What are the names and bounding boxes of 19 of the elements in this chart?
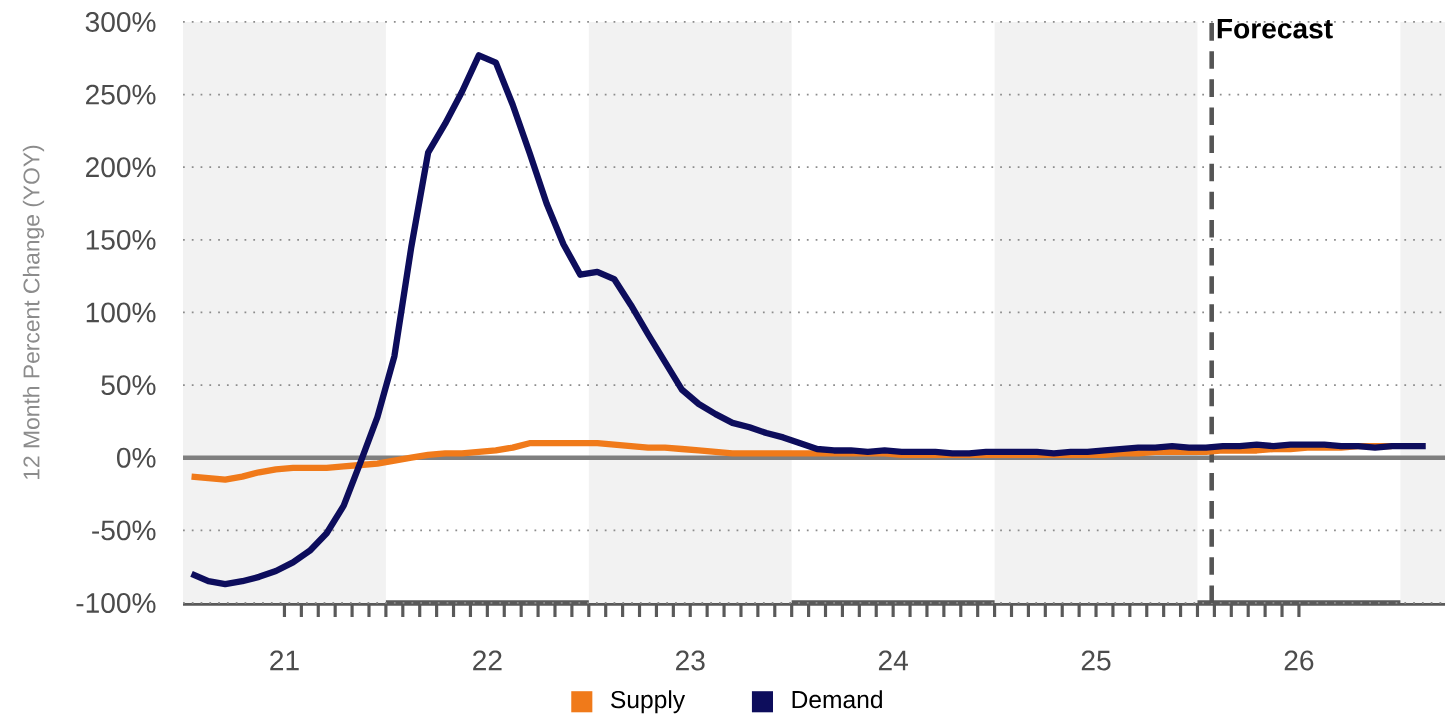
ref-line-label: Forecast xyxy=(1217,18,1333,39)
x-tick-label: 26 xyxy=(1284,650,1314,671)
legend-label: Supply xyxy=(611,690,686,714)
y-tick-label: 0% xyxy=(116,447,156,468)
x-tick-label: 21 xyxy=(270,650,299,671)
y-tick-label: 300% xyxy=(85,12,156,32)
x-tick-label: 24 xyxy=(878,650,908,671)
x-tick-label: 25 xyxy=(1081,650,1111,671)
y-tick-label: 50% xyxy=(101,375,156,396)
x-tick-label: 22 xyxy=(473,650,502,671)
legend-label: Demand xyxy=(792,690,882,709)
y-tick-label: 200% xyxy=(86,157,156,178)
y-tick-label: 250% xyxy=(86,84,156,105)
y-axis-title: 12 Month Percent Change (YOY) xyxy=(22,145,45,479)
y-tick-label: -100% xyxy=(76,593,156,613)
y-tick-label: 100% xyxy=(86,302,156,323)
y-tick-label: 150% xyxy=(86,229,156,250)
x-tick-label: 23 xyxy=(676,650,705,671)
y-tick-label: -50% xyxy=(92,520,156,541)
